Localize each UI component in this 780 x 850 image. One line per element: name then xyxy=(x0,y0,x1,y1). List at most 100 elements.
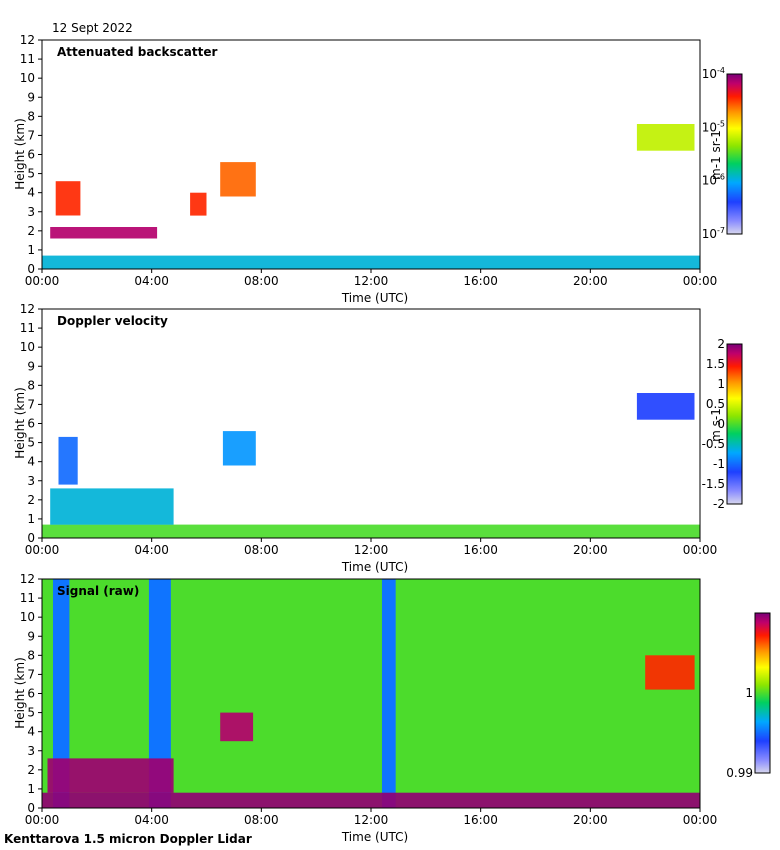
y-tick-label: 2 xyxy=(27,763,35,777)
colorbar-tick-label: 1 xyxy=(717,377,725,391)
colorbar-tick-label: -2 xyxy=(713,497,725,511)
y-tick-label: 10 xyxy=(20,340,35,354)
colorbar-tick-exponent: -4 xyxy=(717,66,725,75)
y-tick-label: 4 xyxy=(27,725,35,739)
x-tick-label: 08:00 xyxy=(244,274,279,288)
colorbar-tick-exponent: -5 xyxy=(717,119,725,128)
x-tick-label: 00:00 xyxy=(683,813,718,827)
velocity-colorbar xyxy=(726,343,743,505)
y-tick-label: 0 xyxy=(27,531,35,545)
heatmap-region-low-cloud-layer xyxy=(50,488,174,525)
x-tick-label: 04:00 xyxy=(134,543,169,557)
colorbar-tick-label: 10-4 xyxy=(702,66,725,81)
x-tick-label: 12:00 xyxy=(354,543,389,557)
x-tick-label: 12:00 xyxy=(354,274,389,288)
y-tick-label: 1 xyxy=(27,243,35,257)
y-tick-label: 7 xyxy=(27,397,35,411)
y-tick-label: 11 xyxy=(20,591,35,605)
x-tick-label: 00:00 xyxy=(25,543,60,557)
x-tick-label: 12:00 xyxy=(354,813,389,827)
y-tick-label: 7 xyxy=(27,128,35,142)
x-tick-label: 16:00 xyxy=(463,274,498,288)
y-tick-label: 12 xyxy=(20,33,35,47)
figure-footer: Kenttarova 1.5 micron Doppler Lidar xyxy=(4,832,252,846)
y-tick-label: 6 xyxy=(27,148,35,162)
y-tick-label: 8 xyxy=(27,648,35,662)
panel-backscatter: Attenuated backscatter Time (UTC) Height… xyxy=(13,33,743,305)
heatmap-region-low-cloud-layer xyxy=(50,227,158,239)
heatmap-region-mid-cloud xyxy=(220,712,254,742)
colorbar-tick-label: 0 xyxy=(717,417,725,431)
y-tick-label: 9 xyxy=(27,359,35,373)
y-tick-label: 2 xyxy=(27,224,35,238)
heatmap-region-strong-near-surface-signal xyxy=(42,792,700,808)
backscatter-colorbar-label: m-1 sr-1 xyxy=(709,130,723,180)
heatmap-region-low-cloud xyxy=(47,758,174,793)
y-tick-label: 5 xyxy=(27,436,35,450)
x-tick-label: 16:00 xyxy=(463,543,498,557)
signal-title: Signal (raw) xyxy=(57,584,139,598)
signal-ylabel: Height (km) xyxy=(13,657,27,728)
y-tick-label: 7 xyxy=(27,667,35,681)
x-tick-label: 04:00 xyxy=(134,274,169,288)
colorbar-tick-label: -1.5 xyxy=(702,477,725,491)
y-tick-label: 6 xyxy=(27,687,35,701)
heatmap-region-boundary-layer-aerosol xyxy=(42,255,700,269)
heatmap-region-upper-cirrus xyxy=(636,124,695,151)
y-tick-label: 1 xyxy=(27,512,35,526)
y-tick-label: 2 xyxy=(27,493,35,507)
y-tick-label: 0 xyxy=(27,801,35,815)
colorbar-tick-exponent: -6 xyxy=(717,173,725,182)
heatmap-region-upper-cirrus xyxy=(645,655,695,690)
heatmap-region-early-cloud xyxy=(58,436,78,485)
colorbar-tick-label: 0.5 xyxy=(706,397,725,411)
backscatter-title: Attenuated backscatter xyxy=(57,45,217,59)
y-tick-label: 6 xyxy=(27,417,35,431)
x-tick-label: 00:00 xyxy=(25,274,60,288)
y-tick-label: 9 xyxy=(27,90,35,104)
colorbar-tick-label: -1 xyxy=(713,457,725,471)
colorbar-tick-label: 1.5 xyxy=(706,357,725,371)
heatmap-region-boundary-layer xyxy=(42,524,700,538)
y-tick-label: 9 xyxy=(27,629,35,643)
x-tick-label: 00:00 xyxy=(683,543,718,557)
y-tick-label: 8 xyxy=(27,378,35,392)
y-tick-label: 4 xyxy=(27,455,35,469)
y-tick-label: 12 xyxy=(20,572,35,586)
heatmap-region-early-cloud xyxy=(55,181,81,216)
y-tick-label: 8 xyxy=(27,109,35,123)
x-tick-label: 08:00 xyxy=(244,543,279,557)
x-tick-label: 00:00 xyxy=(683,274,718,288)
signal-xlabel: Time (UTC) xyxy=(341,830,408,844)
colorbar-tick-label: 10-7 xyxy=(702,226,725,241)
x-tick-label: 16:00 xyxy=(463,813,498,827)
velocity-title: Doppler velocity xyxy=(57,314,168,328)
colorbar-tick-label: 1 xyxy=(745,686,753,700)
signal-noise-band xyxy=(148,579,171,808)
signal-noise-band xyxy=(52,579,70,808)
x-tick-label: 04:00 xyxy=(134,813,169,827)
signal-heatmap xyxy=(42,579,700,808)
velocity-heatmap xyxy=(42,393,700,538)
colorbar-tick-label: -0.5 xyxy=(702,437,725,451)
x-tick-label: 20:00 xyxy=(573,813,608,827)
heatmap-region-mid-cloud-2 xyxy=(222,431,256,466)
y-tick-label: 5 xyxy=(27,706,35,720)
x-tick-label: 08:00 xyxy=(244,813,279,827)
x-tick-label: 00:00 xyxy=(25,813,60,827)
y-tick-label: 1 xyxy=(27,782,35,796)
velocity-colorbar-label: m s-1 xyxy=(709,408,723,442)
heatmap-region-upper-cirrus xyxy=(636,393,695,420)
y-tick-label: 4 xyxy=(27,186,35,200)
signal-colorbar xyxy=(754,612,771,774)
y-tick-label: 10 xyxy=(20,71,35,85)
colorbar-tick-label: 10-6 xyxy=(702,173,725,188)
figure-date: 12 Sept 2022 xyxy=(52,21,133,35)
backscatter-ylabel: Height (km) xyxy=(13,118,27,189)
panel-velocity: Doppler velocity Time (UTC) Height (km) … xyxy=(13,302,743,574)
y-tick-label: 3 xyxy=(27,744,35,758)
x-tick-label: 20:00 xyxy=(573,274,608,288)
x-tick-label: 20:00 xyxy=(573,543,608,557)
backscatter-colorbar xyxy=(726,73,743,235)
